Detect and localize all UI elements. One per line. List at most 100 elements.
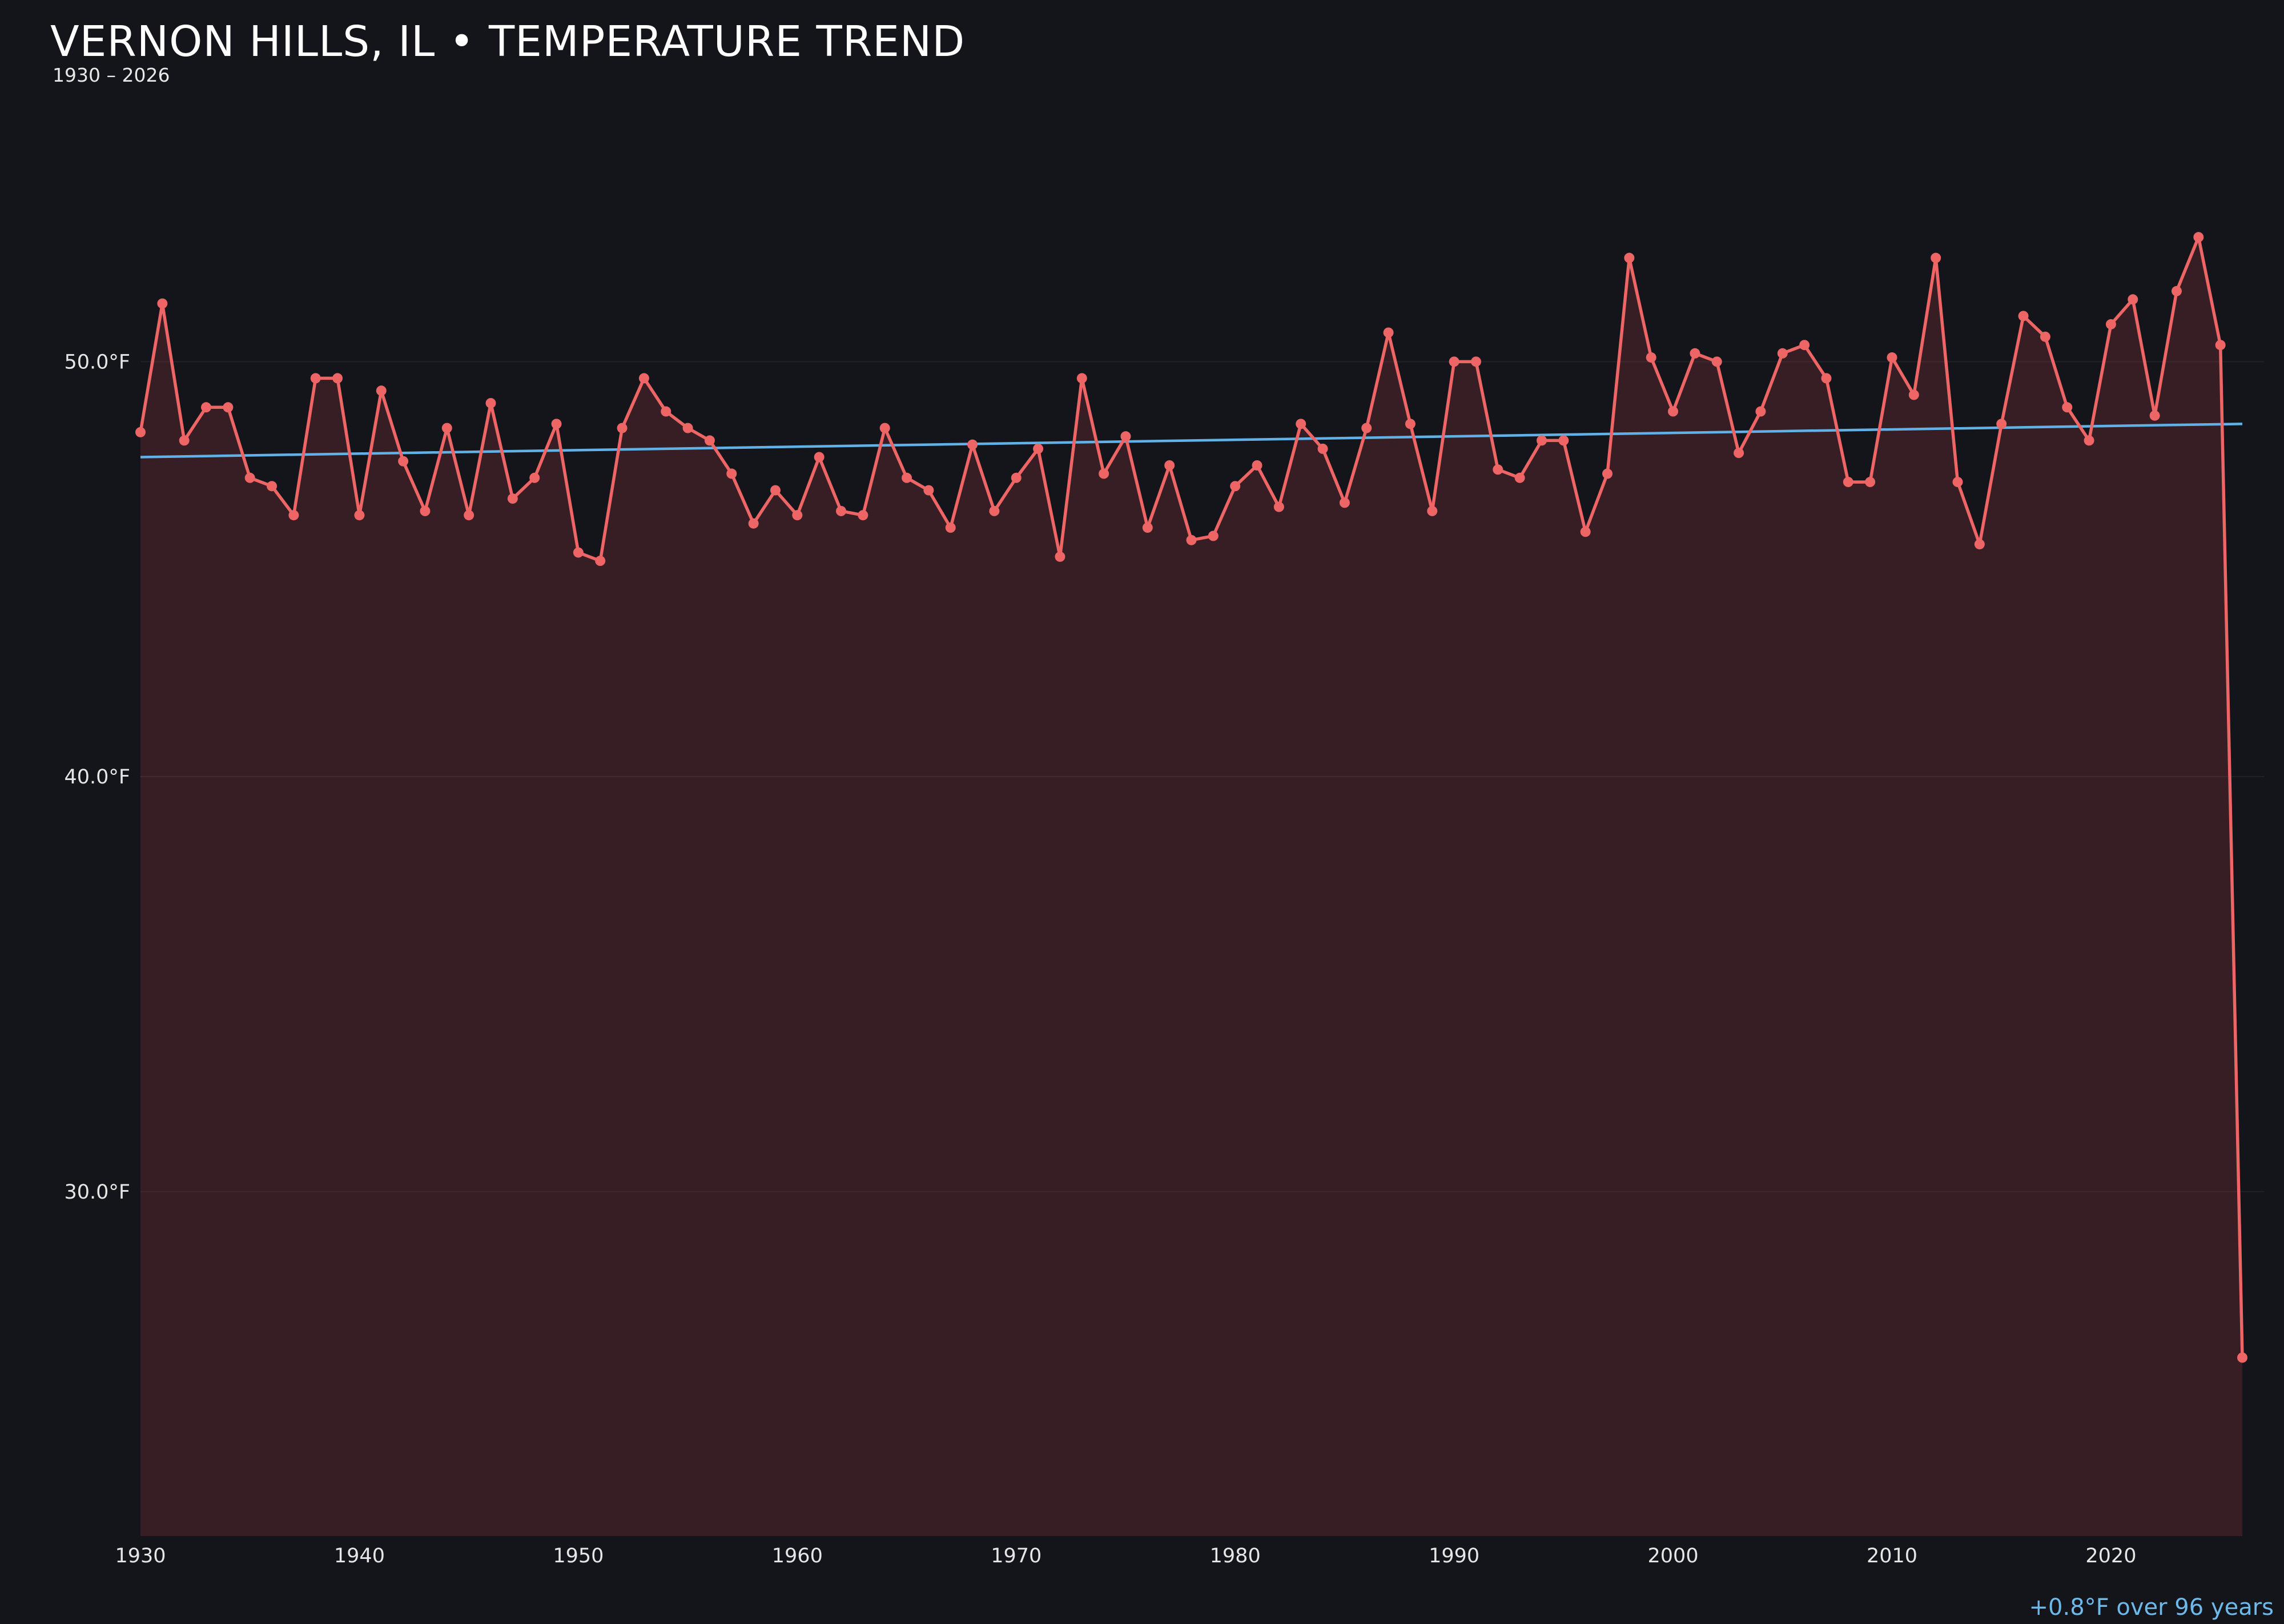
data-point bbox=[2237, 1352, 2247, 1363]
data-point bbox=[726, 468, 737, 479]
data-point bbox=[1799, 340, 1810, 351]
data-point bbox=[157, 298, 168, 309]
data-point bbox=[1230, 481, 1241, 492]
data-point bbox=[441, 423, 452, 433]
data-point bbox=[836, 505, 846, 516]
data-point bbox=[1734, 448, 1744, 459]
data-point bbox=[1514, 472, 1525, 483]
data-point bbox=[1164, 460, 1175, 471]
data-point bbox=[1252, 460, 1262, 471]
data-point bbox=[1624, 252, 1635, 263]
data-point bbox=[1361, 423, 1372, 433]
data-point bbox=[945, 522, 956, 533]
data-point bbox=[2105, 319, 2116, 329]
data-point bbox=[1755, 406, 1766, 417]
trend-annotation: +0.8°F over 96 years bbox=[2029, 1594, 2274, 1621]
data-point bbox=[1602, 468, 1613, 479]
data-point bbox=[1646, 352, 1656, 363]
data-point bbox=[288, 510, 299, 521]
data-point bbox=[223, 402, 234, 413]
data-point bbox=[1339, 497, 1350, 508]
data-point bbox=[2062, 402, 2073, 413]
data-point bbox=[1690, 348, 1700, 359]
data-point bbox=[1711, 356, 1722, 367]
data-point bbox=[989, 505, 1000, 516]
data-point bbox=[1405, 419, 1416, 429]
data-point bbox=[682, 423, 693, 433]
data-point bbox=[1120, 431, 1131, 442]
x-tick-label: 1930 bbox=[115, 1545, 166, 1567]
data-point bbox=[1033, 443, 1044, 454]
data-point bbox=[1076, 373, 1087, 384]
x-tick-label: 1980 bbox=[1210, 1545, 1261, 1567]
data-point bbox=[1099, 468, 1109, 479]
data-point bbox=[1668, 406, 1679, 417]
data-point bbox=[1887, 352, 1897, 363]
data-point bbox=[1273, 501, 1284, 512]
data-point bbox=[354, 510, 365, 521]
data-point bbox=[748, 518, 759, 529]
data-point bbox=[1580, 526, 1591, 537]
trend-line bbox=[140, 423, 2243, 459]
data-point bbox=[573, 547, 584, 558]
data-point bbox=[1449, 356, 1459, 367]
data-point bbox=[2128, 294, 2138, 305]
data-point bbox=[1186, 534, 1197, 545]
data-point bbox=[1427, 505, 1438, 516]
chart-subtitle: 1930 – 2026 bbox=[53, 64, 170, 86]
data-point bbox=[507, 493, 518, 504]
data-point bbox=[879, 423, 890, 433]
area-fill bbox=[140, 237, 2242, 1536]
data-point bbox=[814, 452, 825, 463]
data-point bbox=[2215, 340, 2226, 351]
x-tick-label: 2020 bbox=[2085, 1545, 2136, 1567]
data-point bbox=[2171, 286, 2182, 296]
page-title: VERNON HILLS, IL • TEMPERATURE TREND bbox=[50, 17, 966, 66]
data-point bbox=[267, 481, 278, 492]
data-point bbox=[617, 423, 628, 433]
data-point bbox=[201, 402, 212, 413]
data-point bbox=[376, 385, 387, 396]
data-point bbox=[1470, 356, 1481, 367]
data-point bbox=[1208, 530, 1219, 541]
data-point bbox=[179, 435, 190, 446]
data-point bbox=[661, 406, 671, 417]
data-point bbox=[398, 456, 409, 467]
data-point bbox=[2193, 232, 2204, 243]
x-tick-label: 1940 bbox=[334, 1545, 385, 1567]
data-point bbox=[2084, 435, 2094, 446]
data-point bbox=[332, 373, 343, 384]
data-point bbox=[1931, 252, 1941, 263]
y-tick-label: 50.0°F bbox=[64, 351, 130, 373]
data-point bbox=[244, 472, 255, 483]
data-point bbox=[923, 485, 934, 496]
x-tick-label: 1970 bbox=[991, 1545, 1042, 1567]
data-point bbox=[2149, 410, 2160, 421]
data-point bbox=[1383, 327, 1394, 338]
data-point bbox=[310, 373, 321, 384]
data-point bbox=[902, 472, 912, 483]
data-point bbox=[1011, 472, 1022, 483]
data-point bbox=[792, 510, 803, 521]
data-point bbox=[1952, 477, 1963, 488]
x-tick-label: 2000 bbox=[1648, 1545, 1699, 1567]
x-tick-label: 1950 bbox=[553, 1545, 604, 1567]
data-point bbox=[1996, 419, 2007, 429]
data-point bbox=[2018, 311, 2029, 321]
data-point bbox=[2040, 331, 2050, 342]
data-point bbox=[485, 397, 496, 408]
data-point bbox=[464, 510, 475, 521]
data-point bbox=[529, 472, 540, 483]
data-point bbox=[135, 427, 146, 437]
data-point bbox=[1974, 539, 1985, 550]
data-point bbox=[1296, 419, 1306, 429]
data-point bbox=[1908, 389, 1919, 400]
data-point bbox=[1055, 551, 1065, 562]
data-point bbox=[1142, 522, 1153, 533]
data-point bbox=[704, 435, 715, 446]
x-tick-label: 2010 bbox=[1867, 1545, 1917, 1567]
data-point bbox=[770, 485, 781, 496]
data-point bbox=[1493, 464, 1503, 475]
y-tick-label: 40.0°F bbox=[64, 766, 130, 789]
